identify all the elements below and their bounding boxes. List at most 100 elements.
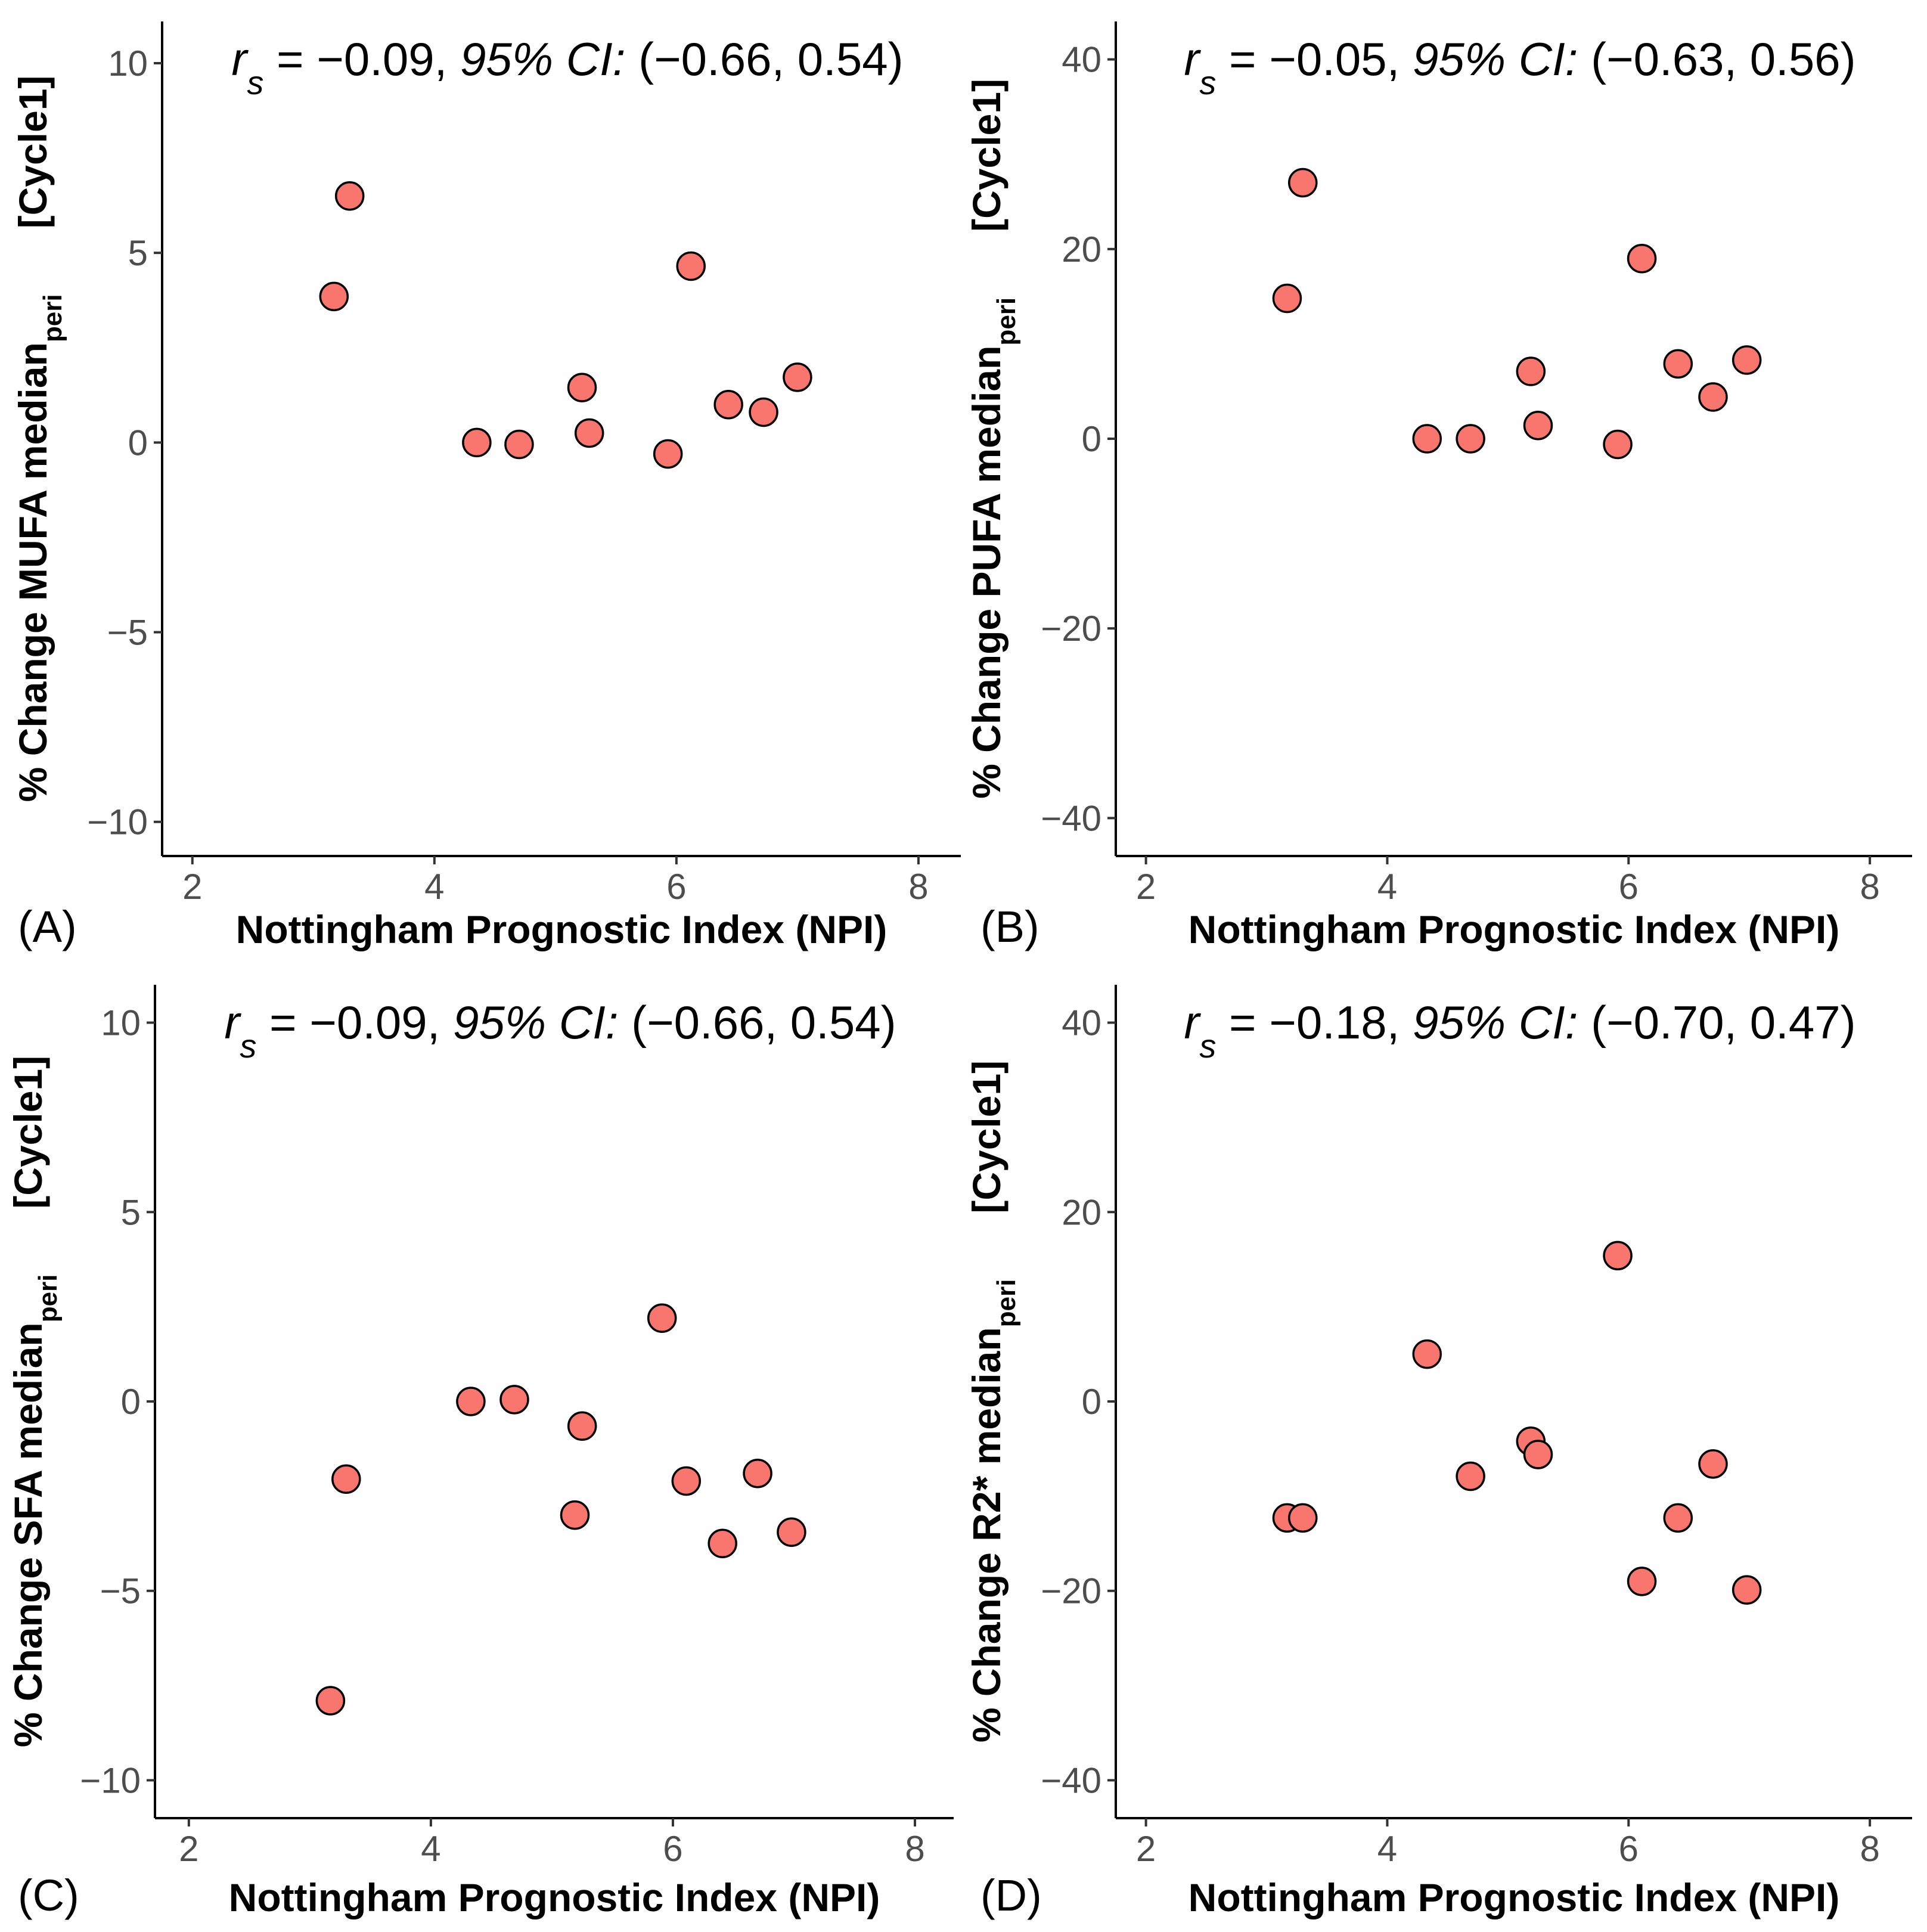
panel-a: −10 −5 0 5 10 2 4 6 8 Nottingham Prognostic Index… [11,21,961,951]
data-point [334,181,365,211]
y-tick-label: 5 [128,233,148,273]
x-tick-label: 6 [663,1829,682,1869]
y-tick-label: −10 [87,802,148,842]
y-tick-label: −40 [1041,798,1101,838]
data-point [1516,356,1546,386]
panel-label: (A) [18,902,77,951]
data-point [1663,349,1693,379]
x-tick-label: 4 [1377,867,1397,907]
x-tick-label: 6 [666,867,686,907]
y-axis-title: % Change PUFA medianperi [Cycle1] [964,79,1021,799]
annotation-r-subscript: s [240,1027,256,1065]
y-tick-label: −20 [1041,1571,1101,1611]
y-axis-title-suffix: [Cycle1] [964,79,1009,232]
y-tick-label: 0 [1082,1382,1101,1422]
x-tick-label: 8 [1860,867,1879,907]
y-axis-title-main: % Change PUFA median [964,346,1009,799]
x-tick-label: 8 [1860,1829,1879,1869]
data-point [1627,243,1657,274]
x-tick-label: 2 [179,1829,198,1869]
data-point [1523,1440,1553,1469]
x-tick-label: 4 [1377,1829,1397,1869]
y-axis-title-suffix: [Cycle1] [11,76,55,229]
data-point [462,427,492,458]
y-tick-label: 0 [128,423,148,463]
y-tick-label: 40 [1062,40,1101,80]
y-tick-label: 0 [121,1382,141,1422]
x-tick-label: 6 [1619,867,1639,907]
data-point [676,251,706,281]
y-axis-title-subscript: peri [992,1279,1021,1328]
x-tick-label: 2 [182,867,202,907]
annotation-ci-label: 95% CI: [453,996,618,1049]
y-axis-title-suffix: [Cycle1] [964,1060,1009,1214]
data-point [1272,283,1302,314]
y-axis-title-subscript: peri [38,294,67,342]
data-point [1698,1449,1728,1479]
data-point [1456,1461,1485,1491]
data-point [1412,1339,1442,1369]
y-axis-title: % Change SFA medianperi [Cycle1] [6,1056,63,1747]
x-axis-title: Nottingham Prognostic Index (NPI) [1189,907,1840,951]
x-tick-label: 6 [1619,1829,1639,1869]
data-point [1523,410,1553,441]
y-tick-label: 20 [1062,1192,1101,1232]
data-point [777,1517,806,1547]
x-tick-label: 2 [1136,867,1156,907]
annotation-ci-values: (−0.66, 0.54) [625,33,903,85]
y-tick-label: −10 [80,1760,141,1800]
data-point [574,418,604,448]
data-point [1412,424,1442,454]
annotation-stat: = −0.09, [263,33,460,85]
correlation-annotation: rs = −0.05, 95% CI: (−0.63, 0.56) [1184,33,1855,101]
panel-d: −40 −20 0 20 40 2 4 6 8 Nottingham Prognostic Ind… [964,985,1912,1920]
x-axis-title: Nottingham Prognostic Index (NPI) [236,907,888,951]
annotation-ci-label: 95% CI: [1413,33,1578,85]
data-point [331,1464,361,1494]
annotation-ci-label: 95% CI: [1413,996,1578,1049]
x-tick-label: 8 [905,1829,924,1869]
y-tick-label: 5 [121,1192,141,1232]
annotation-ci-label: 95% CI: [460,33,625,85]
data-point [1603,429,1633,460]
annotation-r-subscript: s [1199,64,1216,101]
data-point [743,1458,772,1488]
data-point [1288,1503,1318,1533]
data-point [749,397,778,427]
y-tick-label: 10 [101,1003,141,1043]
annotation-stat: = −0.18, [1216,996,1413,1049]
y-tick-label: 40 [1062,1003,1101,1043]
data-point [1731,1575,1762,1605]
data-point [1731,345,1762,375]
correlation-annotation: rs = −0.09, 95% CI: (−0.66, 0.54) [231,33,903,101]
y-axis-title-subscript: peri [992,297,1021,346]
annotation-ci-values: (−0.66, 0.54) [618,996,896,1049]
y-tick-label: −5 [107,613,148,653]
y-axis-title-main: % Change MUFA median [11,342,55,802]
y-axis-title-subscript: peri [33,1274,63,1323]
y-tick-label: 10 [108,44,148,83]
data-point [319,281,349,312]
x-axis-title: Nottingham Prognostic Index (NPI) [229,1875,880,1919]
annotation-r: r [1184,996,1201,1049]
data-point [1288,168,1318,198]
y-axis-title-main: % Change SFA median [6,1322,50,1747]
panel-label: (B) [980,902,1039,951]
panel-label: (C) [18,1871,79,1920]
panel-label: (D) [980,1871,1042,1920]
data-point [647,1303,677,1333]
annotation-r: r [224,996,241,1049]
y-tick-label: −40 [1041,1760,1101,1800]
annotation-ci-values: (−0.63, 0.56) [1578,33,1855,85]
data-point [1627,1567,1657,1596]
annotation-stat: = −0.05, [1216,33,1413,85]
data-point [456,1387,486,1416]
data-point [567,373,597,402]
data-point [671,1466,702,1496]
y-axis-title-suffix: [Cycle1] [6,1056,50,1209]
correlation-annotation: rs = −0.18, 95% CI: (−0.70, 0.47) [1184,996,1855,1065]
correlation-annotation: rs = −0.09, 95% CI: (−0.66, 0.54) [224,996,896,1065]
annotation-r-subscript: s [1199,1027,1216,1065]
